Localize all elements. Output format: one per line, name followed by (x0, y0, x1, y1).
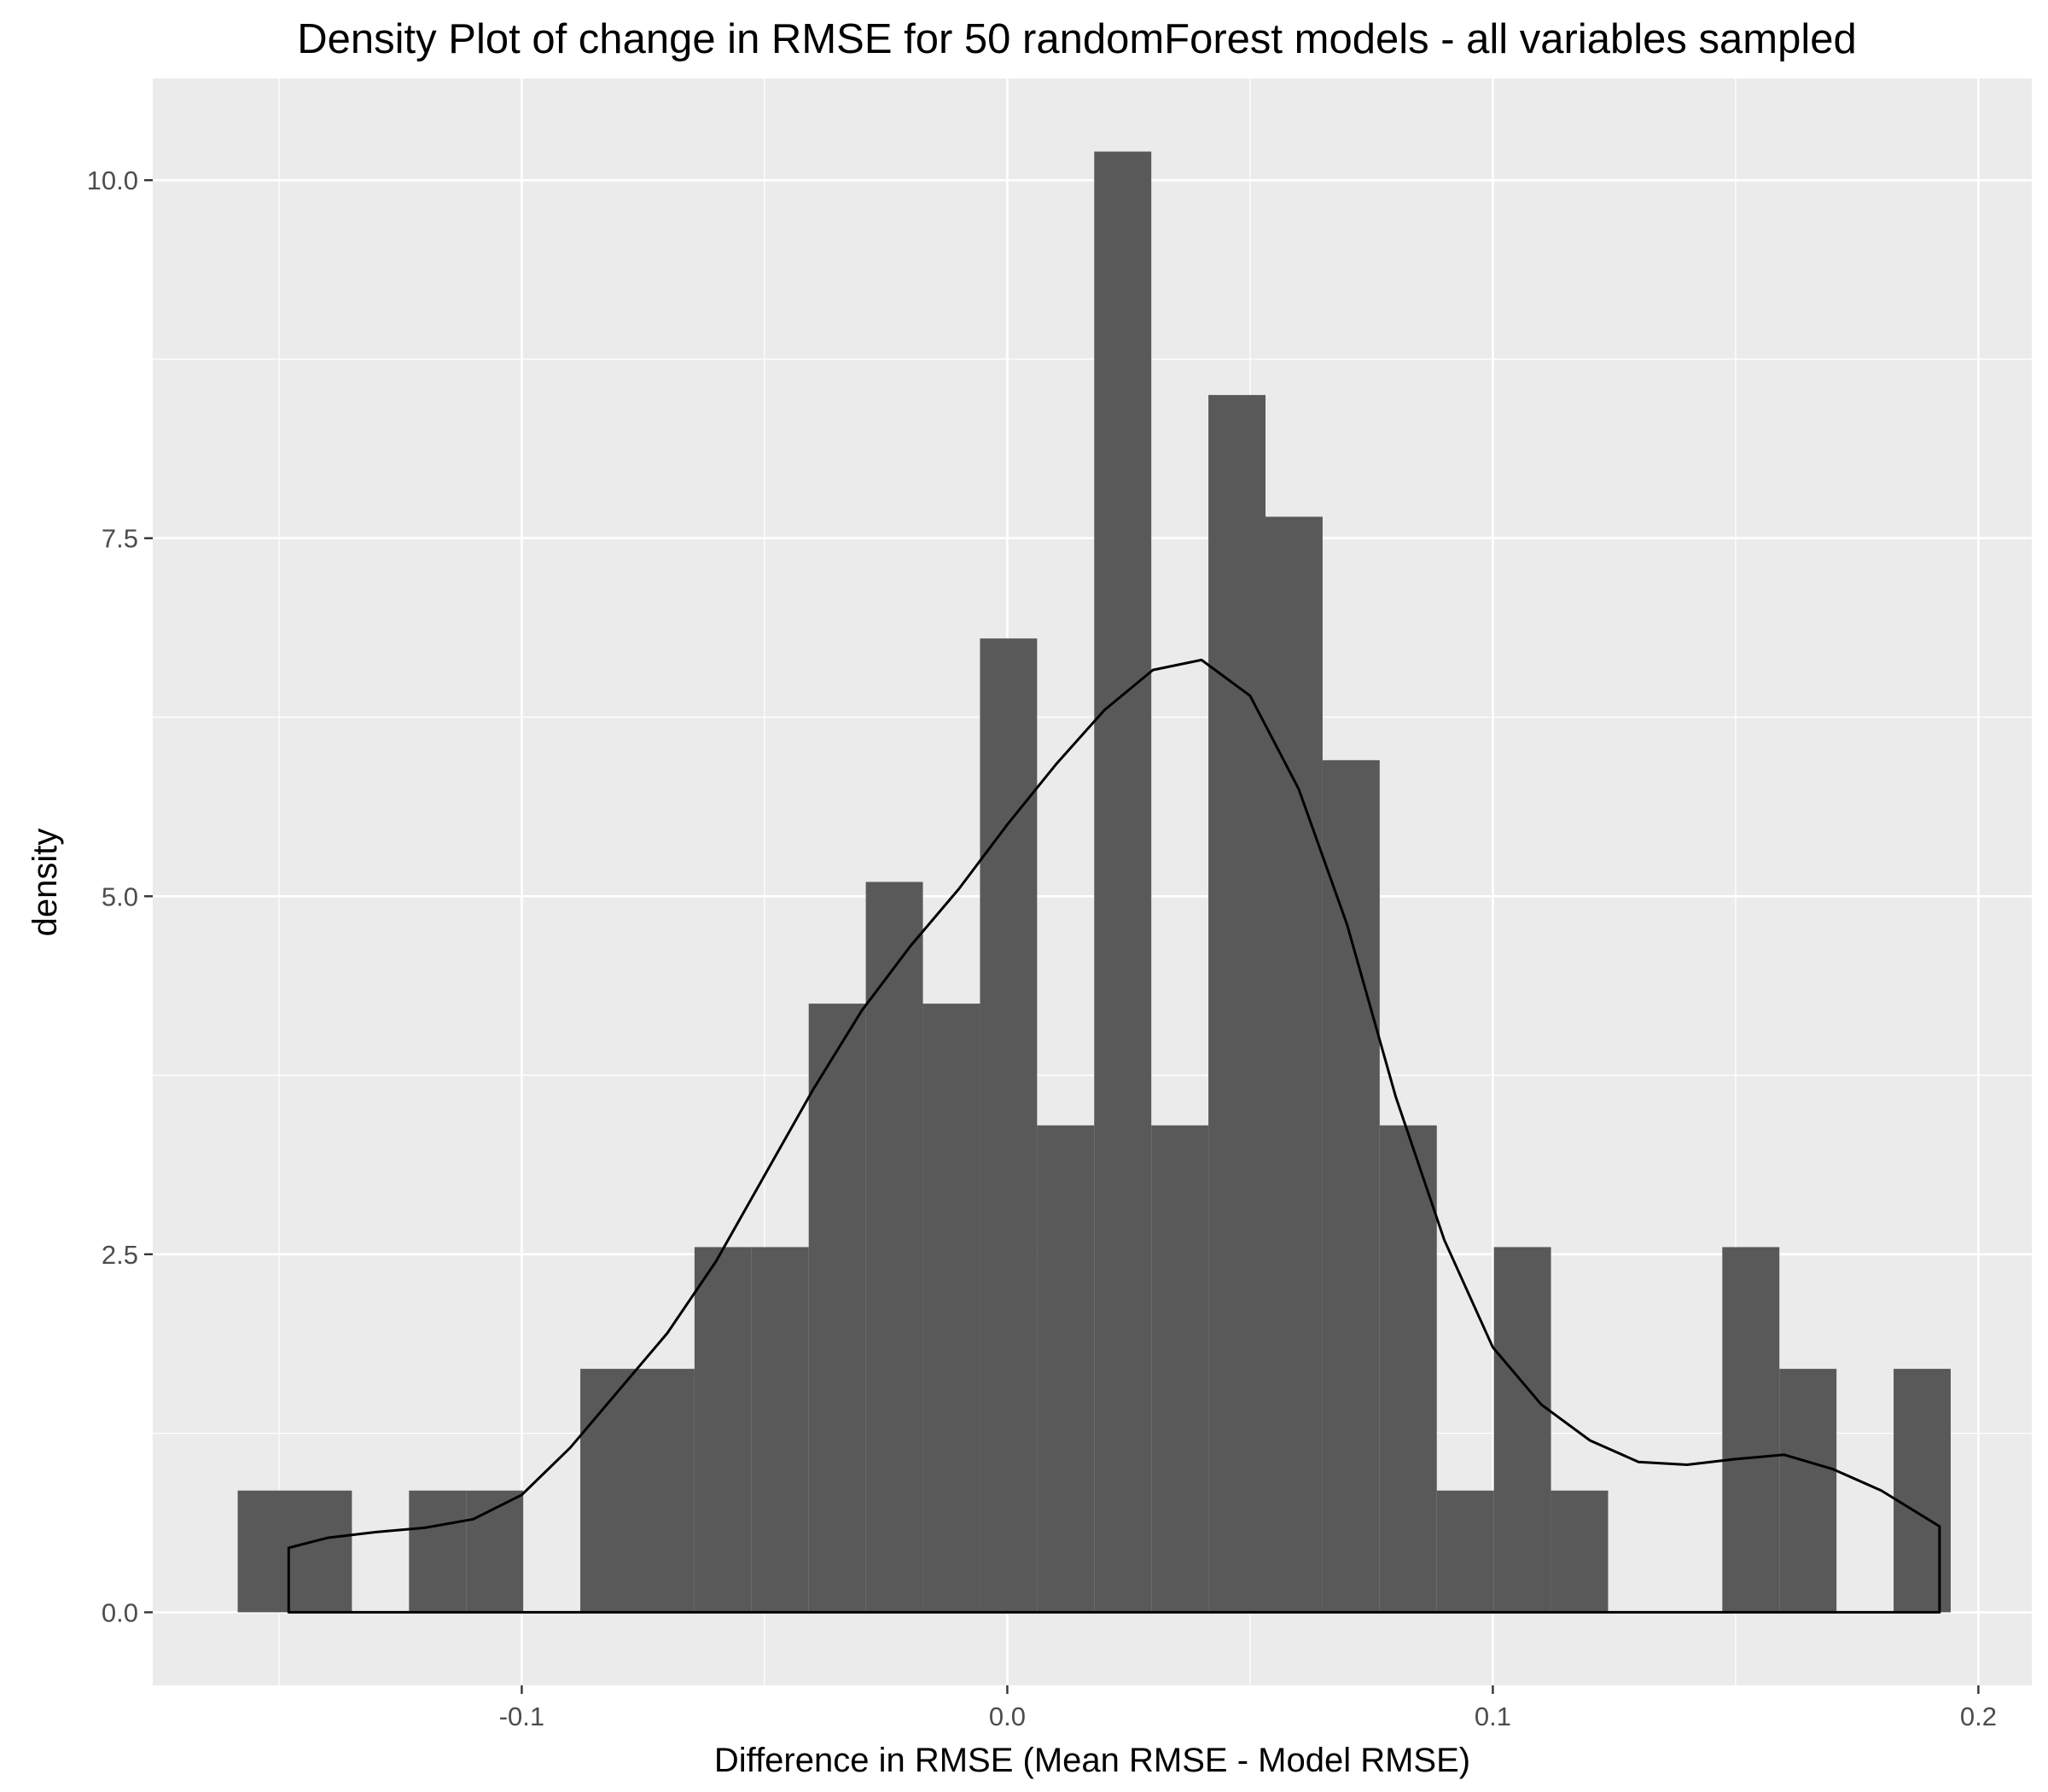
axes: -0.1 0.0 0.1 0.2 0.0 2.5 5.0 7.5 10.0 (87, 166, 1997, 1731)
histogram-bars (237, 151, 1951, 1613)
histogram-bar (466, 1490, 524, 1613)
histogram-bar (409, 1490, 467, 1613)
histogram-bar (1436, 1490, 1494, 1613)
histogram-bar (580, 1369, 637, 1613)
density-curve (287, 658, 1941, 1614)
histogram-bar (237, 1490, 295, 1613)
histogram-bar (865, 881, 923, 1613)
histogram-bar (1265, 516, 1323, 1613)
histogram-bar (1208, 394, 1266, 1613)
y-tick-label: 7.5 (102, 524, 138, 554)
histogram-bar (694, 1247, 752, 1613)
histogram-bar (980, 638, 1038, 1613)
histogram-bar (637, 1369, 695, 1613)
histogram-bar (1551, 1490, 1609, 1613)
x-tick-label: -0.1 (499, 1702, 544, 1731)
x-axis-title: Difference in RMSE (Mean RMSE - Model RM… (714, 1742, 1470, 1779)
histogram-bar (1722, 1247, 1780, 1613)
x-tick-label: 0.0 (989, 1702, 1026, 1731)
histogram-bar (1322, 759, 1380, 1613)
x-tick-label: 0.1 (1475, 1702, 1511, 1731)
histogram-bar (922, 1004, 980, 1613)
histogram-bar (1151, 1125, 1209, 1613)
y-tick-label: 10.0 (87, 166, 138, 195)
histogram-bar (808, 1004, 866, 1613)
chart-title: Density Plot of change in RMSE for 50 ra… (297, 16, 1856, 62)
y-axis-title: density (26, 829, 64, 937)
histogram-bar (294, 1490, 352, 1613)
histogram-bar (1779, 1369, 1837, 1613)
y-tick-label: 0.0 (102, 1597, 138, 1627)
density-curve-layer (287, 658, 1941, 1614)
histogram-bar (1037, 1125, 1095, 1613)
x-tick-label: 0.2 (1960, 1702, 1997, 1731)
histogram-bar (1094, 151, 1152, 1613)
histogram-bar (1493, 1247, 1551, 1613)
histogram-bar (1379, 1125, 1437, 1613)
histogram-bar (1894, 1369, 1951, 1613)
y-tick-label: 5.0 (102, 881, 138, 911)
histogram-bar (751, 1247, 809, 1613)
y-tick-label: 2.5 (102, 1240, 138, 1270)
